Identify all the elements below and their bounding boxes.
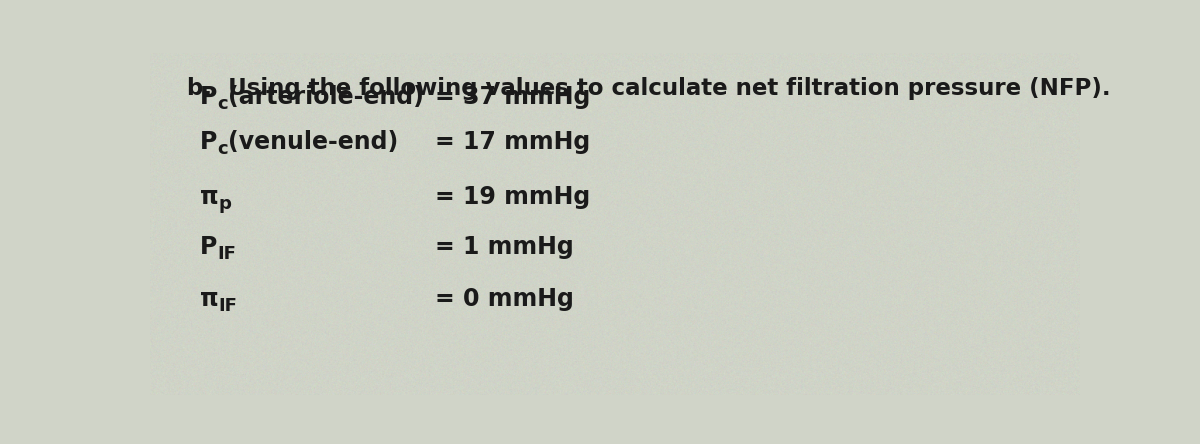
Text: c: c — [217, 95, 228, 113]
Text: b.  Using the following values to calculate net filtration pressure (NFP).: b. Using the following values to calcula… — [187, 77, 1111, 100]
Text: = 1 mmHg: = 1 mmHg — [436, 235, 574, 259]
Text: = 19 mmHg: = 19 mmHg — [436, 185, 590, 209]
Text: P: P — [200, 130, 217, 154]
Text: P: P — [200, 235, 217, 259]
Text: IF: IF — [217, 245, 236, 263]
Text: = 0 mmHg: = 0 mmHg — [436, 287, 574, 311]
Text: (venule-end): (venule-end) — [228, 130, 398, 154]
Text: p: p — [218, 195, 232, 213]
Text: P: P — [200, 85, 217, 109]
Text: = 17 mmHg: = 17 mmHg — [436, 130, 590, 154]
Text: π: π — [200, 185, 218, 209]
Text: IF: IF — [218, 297, 238, 315]
Text: = 37 mmHg: = 37 mmHg — [436, 85, 590, 109]
Text: π: π — [200, 287, 218, 311]
Text: c: c — [217, 140, 228, 158]
Text: (arteriole-end): (arteriole-end) — [228, 85, 424, 109]
